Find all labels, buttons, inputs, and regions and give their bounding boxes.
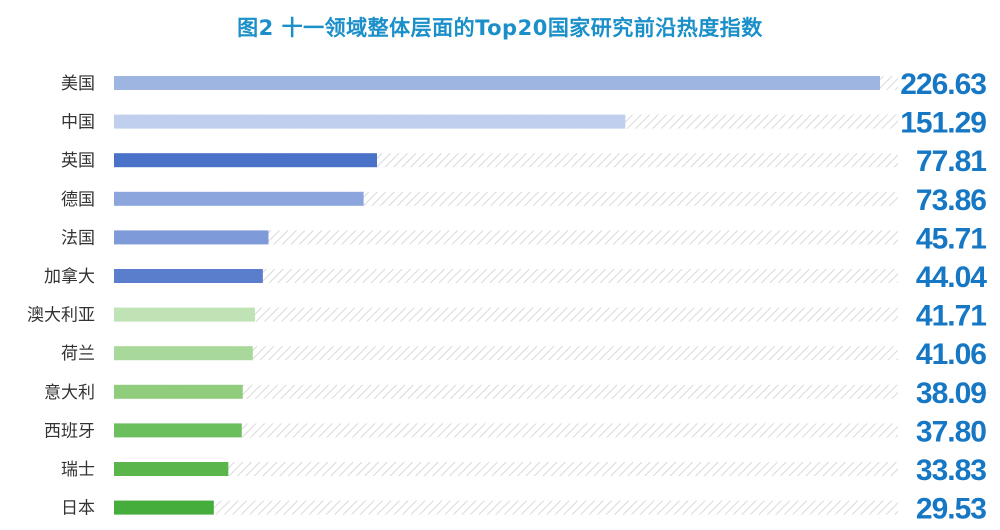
value-label: 77.81 [916,145,986,178]
category-label: 加拿大 [44,266,95,287]
value-label: 37.80 [916,415,986,448]
value-label: 226.63 [900,68,986,101]
bar [114,269,263,283]
bar [114,191,364,206]
category-label: 意大利 [44,383,95,403]
category-label: 澳大利亚 [27,306,95,326]
category-label: 美国 [61,74,95,94]
category-label: 西班牙 [44,421,95,441]
category-label: 中国 [61,113,95,133]
category-label: 荷兰 [61,344,95,364]
value-label: 45.71 [916,222,986,255]
bar [114,423,242,438]
value-label: 29.53 [916,493,986,526]
category-label: 日本 [61,499,95,519]
bar [114,114,626,129]
value-label: 151.29 [900,107,986,140]
value-label: 38.09 [916,377,986,410]
category-label: 德国 [61,190,95,210]
bar-track [114,384,898,399]
bar [114,462,229,476]
bar-track [114,423,898,438]
bar [114,307,255,322]
value-label: 33.83 [916,454,986,487]
bar-track [114,269,898,283]
category-label: 法国 [61,228,95,248]
bar [114,76,880,90]
bar [114,230,269,245]
category-label: 瑞士 [61,460,95,480]
bar [114,153,377,168]
bar [114,384,243,399]
value-label: 41.06 [916,338,986,371]
bar-track [114,307,898,322]
value-label: 73.86 [916,184,986,217]
bar-track [114,462,898,476]
bar [114,500,214,515]
category-label: 英国 [61,151,95,171]
value-label: 41.71 [916,300,986,333]
chart-title: 图2 十一领域整体层面的Top20国家研究前沿热度指数 [237,16,763,40]
bar [114,346,253,361]
value-label: 44.04 [916,261,987,294]
bar-track [114,230,898,245]
bar-track [114,500,898,515]
bar-track [114,346,898,361]
